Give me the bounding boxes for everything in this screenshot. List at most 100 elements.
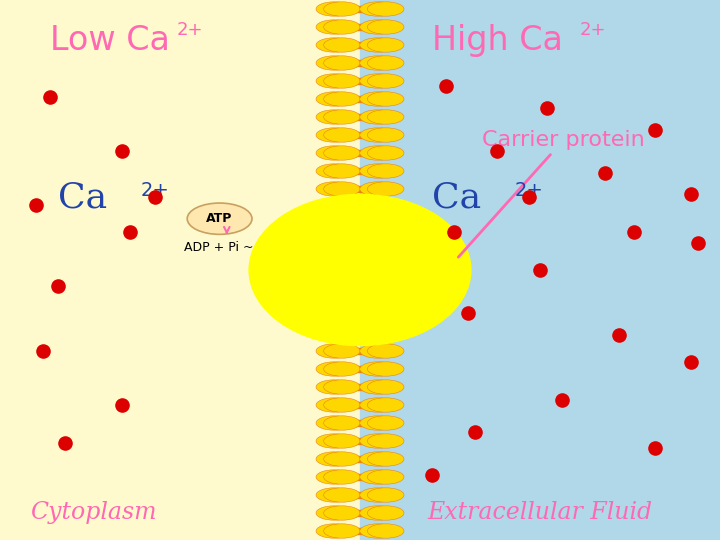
- Ellipse shape: [324, 380, 360, 394]
- Ellipse shape: [367, 110, 404, 124]
- Bar: [346, 402, 374, 408]
- Text: 2+: 2+: [176, 21, 203, 38]
- Ellipse shape: [324, 362, 360, 376]
- Point: [534, 266, 546, 274]
- Ellipse shape: [360, 380, 396, 394]
- Ellipse shape: [360, 362, 396, 376]
- Ellipse shape: [367, 524, 404, 538]
- Ellipse shape: [360, 74, 396, 88]
- Point: [426, 471, 438, 480]
- Ellipse shape: [360, 470, 396, 484]
- Ellipse shape: [360, 506, 396, 520]
- Ellipse shape: [316, 380, 353, 394]
- Ellipse shape: [316, 398, 353, 412]
- Ellipse shape: [367, 146, 404, 160]
- Ellipse shape: [324, 2, 360, 16]
- Bar: [346, 43, 374, 48]
- Ellipse shape: [360, 20, 396, 34]
- Bar: [346, 438, 374, 443]
- Point: [37, 347, 49, 355]
- Ellipse shape: [367, 38, 404, 52]
- Point: [441, 82, 452, 91]
- Ellipse shape: [187, 203, 252, 234]
- Ellipse shape: [324, 20, 360, 34]
- Bar: [346, 492, 374, 497]
- Point: [491, 147, 503, 156]
- Ellipse shape: [367, 506, 404, 520]
- Ellipse shape: [324, 416, 360, 430]
- Ellipse shape: [316, 56, 353, 70]
- Text: 2+: 2+: [515, 181, 544, 200]
- Point: [124, 228, 135, 237]
- Bar: [346, 510, 374, 516]
- Text: 2+: 2+: [140, 181, 169, 200]
- Bar: [346, 114, 374, 119]
- Text: Extracellular Fluid: Extracellular Fluid: [428, 501, 652, 524]
- Bar: [346, 24, 374, 30]
- Ellipse shape: [324, 470, 360, 484]
- Text: Low Ca: Low Ca: [50, 24, 170, 57]
- Ellipse shape: [367, 470, 404, 484]
- Ellipse shape: [360, 398, 396, 412]
- Ellipse shape: [367, 488, 404, 502]
- Ellipse shape: [316, 2, 353, 16]
- Ellipse shape: [360, 488, 396, 502]
- Ellipse shape: [360, 128, 396, 142]
- Point: [448, 228, 459, 237]
- Ellipse shape: [324, 128, 360, 142]
- Ellipse shape: [360, 434, 396, 448]
- Ellipse shape: [367, 20, 404, 34]
- Bar: [346, 168, 374, 173]
- Ellipse shape: [367, 380, 404, 394]
- Ellipse shape: [367, 2, 404, 16]
- Point: [117, 401, 128, 409]
- Point: [685, 357, 697, 366]
- Ellipse shape: [360, 164, 396, 178]
- Point: [117, 147, 128, 156]
- Ellipse shape: [360, 452, 396, 466]
- Ellipse shape: [324, 398, 360, 412]
- Ellipse shape: [360, 416, 396, 430]
- Text: ADP + Pi ~: ADP + Pi ~: [184, 241, 253, 254]
- Bar: [346, 6, 374, 11]
- Point: [52, 282, 63, 291]
- Ellipse shape: [367, 56, 404, 70]
- Text: Cytoplasm: Cytoplasm: [30, 501, 157, 524]
- Ellipse shape: [316, 416, 353, 430]
- Ellipse shape: [324, 488, 360, 502]
- Ellipse shape: [367, 74, 404, 88]
- Point: [628, 228, 639, 237]
- Bar: [346, 60, 374, 65]
- Ellipse shape: [324, 344, 360, 358]
- Text: Carrier protein: Carrier protein: [459, 130, 645, 257]
- Ellipse shape: [367, 128, 404, 142]
- Ellipse shape: [360, 110, 396, 124]
- Ellipse shape: [360, 2, 396, 16]
- Ellipse shape: [316, 488, 353, 502]
- Ellipse shape: [324, 146, 360, 160]
- Ellipse shape: [316, 452, 353, 466]
- Bar: [346, 456, 374, 462]
- Ellipse shape: [360, 524, 396, 538]
- Ellipse shape: [367, 416, 404, 430]
- Point: [613, 330, 625, 339]
- Ellipse shape: [316, 164, 353, 178]
- Bar: [346, 151, 374, 156]
- Ellipse shape: [316, 524, 353, 538]
- Ellipse shape: [360, 56, 396, 70]
- Ellipse shape: [324, 164, 360, 178]
- Ellipse shape: [324, 56, 360, 70]
- Point: [523, 193, 535, 201]
- Bar: [346, 421, 374, 426]
- Ellipse shape: [324, 506, 360, 520]
- Bar: [346, 367, 374, 372]
- Ellipse shape: [316, 344, 353, 358]
- Bar: [346, 132, 374, 138]
- Ellipse shape: [367, 182, 404, 196]
- Bar: [346, 78, 374, 84]
- Ellipse shape: [316, 182, 353, 196]
- Ellipse shape: [316, 74, 353, 88]
- Point: [30, 201, 42, 210]
- Bar: [346, 348, 374, 354]
- Ellipse shape: [360, 182, 396, 196]
